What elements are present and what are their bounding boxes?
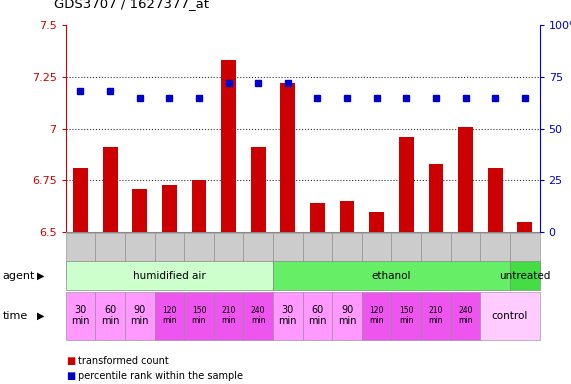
Text: ▶: ▶ <box>37 311 45 321</box>
Bar <box>191 180 206 232</box>
Text: 150
min: 150 min <box>399 306 413 325</box>
Bar <box>251 147 266 232</box>
Bar <box>310 203 325 232</box>
Text: agent: agent <box>3 270 35 281</box>
Text: 210
min: 210 min <box>222 306 236 325</box>
Bar <box>458 127 473 232</box>
Text: 150
min: 150 min <box>192 306 206 325</box>
Bar <box>488 168 502 232</box>
Bar <box>340 201 355 232</box>
Bar <box>73 168 88 232</box>
Text: time: time <box>3 311 28 321</box>
Bar <box>103 147 118 232</box>
Bar <box>132 189 147 232</box>
Bar <box>399 137 414 232</box>
Text: 90
min: 90 min <box>338 305 356 326</box>
Bar <box>517 222 532 232</box>
Text: transformed count: transformed count <box>78 356 169 366</box>
Text: 240
min: 240 min <box>459 306 473 325</box>
Text: 30
min: 30 min <box>71 305 90 326</box>
Text: ethanol: ethanol <box>372 270 411 281</box>
Text: 120
min: 120 min <box>162 306 176 325</box>
Text: control: control <box>492 311 528 321</box>
Bar <box>221 60 236 232</box>
Text: 120
min: 120 min <box>369 306 384 325</box>
Text: ▶: ▶ <box>37 270 45 281</box>
Text: 60
min: 60 min <box>101 305 119 326</box>
Text: 240
min: 240 min <box>251 306 266 325</box>
Bar <box>162 185 177 232</box>
Bar <box>280 83 295 232</box>
Bar <box>369 212 384 232</box>
Text: percentile rank within the sample: percentile rank within the sample <box>78 371 243 381</box>
Text: GDS3707 / 1627377_at: GDS3707 / 1627377_at <box>54 0 209 10</box>
Text: 60
min: 60 min <box>308 305 327 326</box>
Bar <box>428 164 443 232</box>
Text: ■: ■ <box>66 356 75 366</box>
Text: 30
min: 30 min <box>279 305 297 326</box>
Text: untreated: untreated <box>499 270 550 281</box>
Text: humidified air: humidified air <box>133 270 206 281</box>
Text: ■: ■ <box>66 371 75 381</box>
Text: 210
min: 210 min <box>429 306 443 325</box>
Text: 90
min: 90 min <box>130 305 149 326</box>
